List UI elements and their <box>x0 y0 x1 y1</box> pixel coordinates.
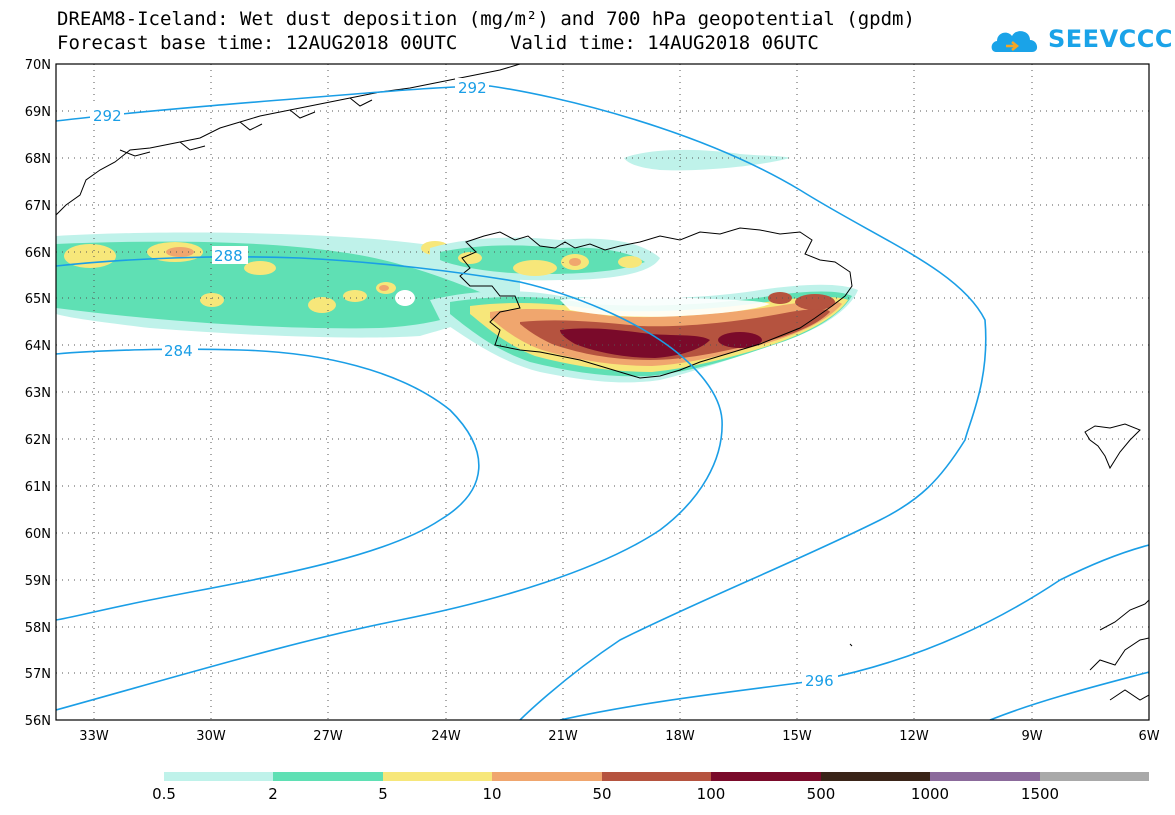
lat-label: 62N <box>25 433 51 448</box>
lon-label: 12W <box>899 729 929 744</box>
lat-label: 68N <box>25 152 51 167</box>
longitude-labels: 33W 30W 27W 24W 21W 18W 15W 12W 9W 6W <box>79 729 1159 744</box>
colorbar-legend <box>164 772 1149 781</box>
lat-label: 65N <box>25 292 51 307</box>
lon-label: 9W <box>1021 729 1042 744</box>
logo-text: SEEVCCC <box>1048 25 1173 53</box>
legend-label: 0.5 <box>152 785 176 803</box>
legend-label: 50 <box>592 785 612 803</box>
legend-label: 100 <box>696 785 726 803</box>
contour-label: 296 <box>805 672 834 690</box>
lat-label: 61N <box>25 480 51 495</box>
contour-label: 288 <box>214 247 243 265</box>
contour-292 <box>56 85 987 720</box>
lon-label: 6W <box>1138 729 1159 744</box>
geopotential-contours <box>56 85 1149 720</box>
legend-label: 2 <box>268 785 278 803</box>
lat-label: 63N <box>25 386 51 401</box>
legend-swatch <box>1039 772 1149 781</box>
lat-label: 58N <box>25 621 51 636</box>
legend-swatch <box>930 772 1040 781</box>
contour-label: 284 <box>164 342 193 360</box>
contour-labels: 292 292 288 284 296 <box>90 78 838 690</box>
legend-swatch <box>382 772 493 781</box>
contour-296 <box>559 544 1149 720</box>
contour-284 <box>56 348 480 621</box>
legend-label: 1500 <box>1020 785 1060 803</box>
contour-296b <box>989 671 1149 720</box>
lat-label: 67N <box>25 199 51 214</box>
graticule <box>56 64 1149 720</box>
legend-swatch <box>711 772 821 781</box>
latitude-labels: 70N 69N 68N 67N 66N 65N 64N 63N 62N 61N … <box>25 58 51 729</box>
lon-label: 24W <box>431 729 461 744</box>
forecast-base-time: Forecast base time: 12AUG2018 00UTC <box>57 32 458 54</box>
lon-label: 33W <box>79 729 109 744</box>
lat-label: 66N <box>25 246 51 261</box>
plot-frame <box>55 63 1150 721</box>
lon-label: 15W <box>782 729 812 744</box>
legend-label: 10 <box>482 785 502 803</box>
contour-label: 292 <box>93 107 122 125</box>
legend-swatch <box>164 772 274 781</box>
legend-label: 5 <box>378 785 388 803</box>
legend-label: 1000 <box>910 785 950 803</box>
contour-288 <box>56 256 723 711</box>
legend-swatch <box>273 772 383 781</box>
lon-label: 21W <box>548 729 578 744</box>
legend-swatch <box>820 772 931 781</box>
lat-label: 69N <box>25 105 51 120</box>
contour-label: 292 <box>458 79 487 97</box>
legend-swatch <box>601 772 712 781</box>
map-title: DREAM8-Iceland: Wet dust deposition (mg/… <box>57 8 915 30</box>
lat-label: 60N <box>25 527 51 542</box>
lat-label: 64N <box>25 339 51 354</box>
lon-label: 27W <box>313 729 343 744</box>
legend-label: 500 <box>806 785 836 803</box>
lon-label: 18W <box>665 729 695 744</box>
lat-label: 57N <box>25 667 51 682</box>
valid-time: Valid time: 14AUG2018 06UTC <box>510 32 819 54</box>
lat-label: 70N <box>25 58 51 73</box>
lat-label: 56N <box>25 714 51 729</box>
lat-label: 59N <box>25 574 51 589</box>
legend-swatch <box>492 772 602 781</box>
cloud-logo-icon <box>991 31 1038 52</box>
lon-label: 30W <box>196 729 226 744</box>
coastlines <box>56 64 1149 701</box>
